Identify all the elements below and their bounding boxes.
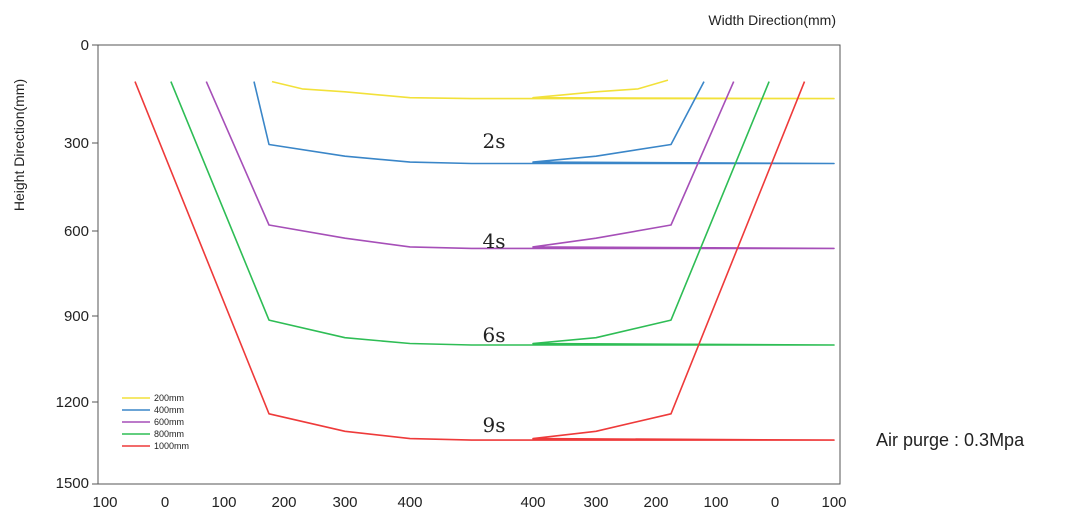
series-layer [134,79,835,441]
annotation-label: 6s [483,323,506,347]
x-tick-label: 200 [643,494,668,511]
x-tick-label: 100 [821,494,846,511]
plot-frame [97,44,841,485]
annotation-label: 4s [483,229,506,253]
x-tick-label: 0 [161,494,169,511]
x-tick-label: 200 [271,494,296,511]
annotation-label: 2s [483,129,506,153]
x-tick-label: 300 [583,494,608,511]
y-tick-label: 0 [81,37,89,54]
x-tick-label: 100 [211,494,236,511]
x-tick-label: 300 [332,494,357,511]
y-tick-label: 300 [64,135,89,152]
x-tick-label: 0 [771,494,779,511]
x-tick-label: 100 [703,494,728,511]
x-tick-label: 100 [92,494,117,511]
series-line-1000mm [134,81,835,441]
legend-label: 400mm [154,405,184,415]
air-purge-note: Air purge : 0.3Mpa [876,430,1025,450]
y-tick-label: 900 [64,308,89,325]
y-tick-label: 600 [64,223,89,240]
legend-label: 1000mm [154,441,189,451]
x-axis: 100 0 100 200 300 400 400 300 200 100 0 … [92,494,846,511]
y-tick-label: 1200 [56,394,89,411]
y-tick-label: 1500 [56,475,89,492]
series-line-800mm [170,81,835,346]
x-axis-title: Width Direction(mm) [708,12,836,28]
series-line-600mm [205,81,835,250]
x-tick-label: 400 [397,494,422,511]
legend: 200mm 400mm 600mm 800mm 1000mm [122,393,189,451]
series-line-200mm [271,79,835,100]
series-line-400mm [253,81,835,165]
x-tick-label: 400 [520,494,545,511]
y-axis-title: Height Direction(mm) [11,79,27,211]
y-axis: 0 300 600 900 1200 1500 [56,37,98,492]
annotation-label: 9s [483,413,506,437]
legend-label: 600mm [154,417,184,427]
legend-label: 800mm [154,429,184,439]
legend-label: 200mm [154,393,184,403]
